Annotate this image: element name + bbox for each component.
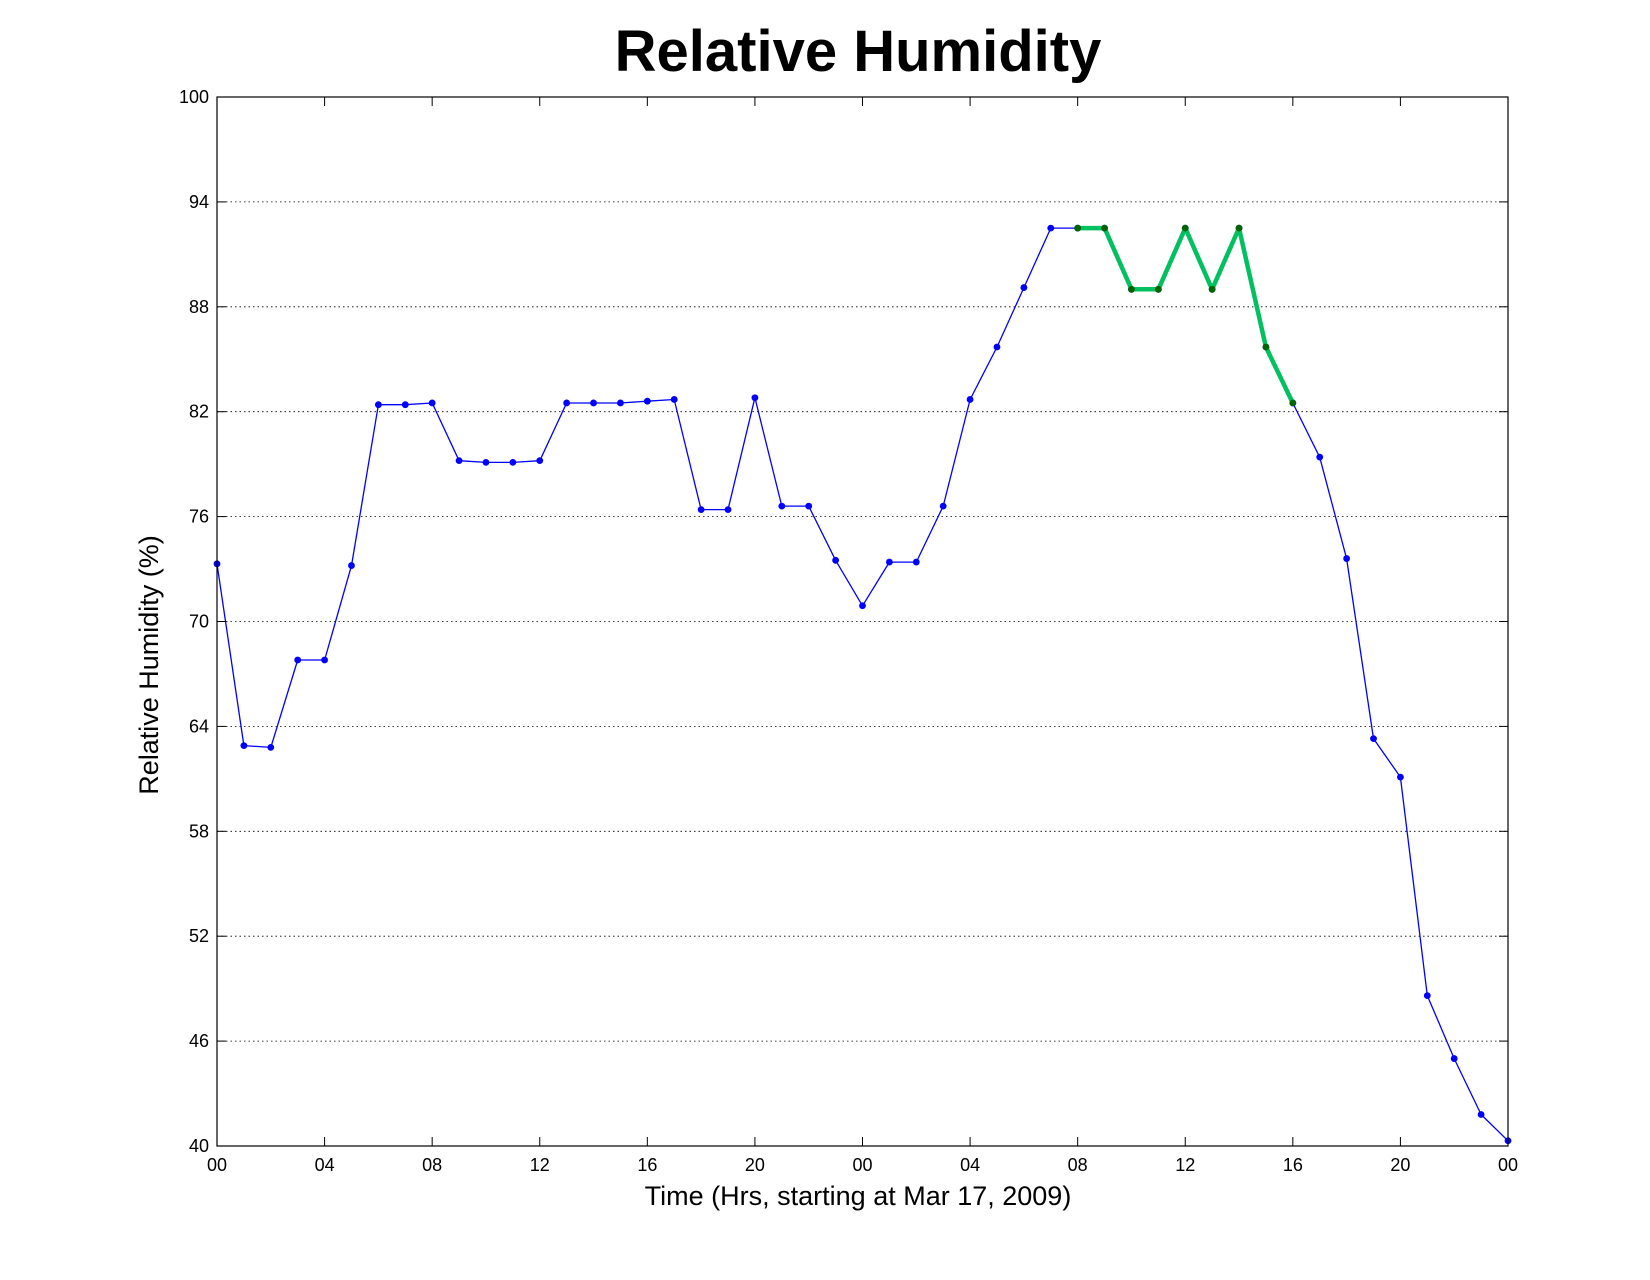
data-point [509,459,517,466]
x-tick-label: 16 [1283,1155,1303,1175]
series-layer [213,224,1512,1145]
x-tick-label: 16 [637,1155,657,1175]
axis-ticks [216,96,1509,1147]
x-tick-label: 08 [1068,1155,1088,1175]
data-point [1423,992,1431,1000]
data-point [401,401,409,409]
data-point [536,457,544,465]
x-tick-label: 00 [852,1155,872,1175]
data-point [1128,285,1135,293]
data-point [1262,343,1270,351]
data-point [643,397,651,405]
data-point [617,399,624,407]
data-point [1154,285,1162,293]
y-tick-label: 88 [189,297,209,317]
data-point [348,562,355,569]
y-tick-label: 46 [189,1031,209,1051]
data-point [670,396,678,403]
data-point [321,656,328,664]
x-tick-label: 00 [1498,1155,1518,1175]
data-point [1047,224,1055,232]
x-tick-label: 12 [530,1155,550,1175]
data-point [455,457,463,465]
y-tick-label: 82 [189,402,209,422]
x-tick-label: 20 [1390,1155,1410,1175]
y-tick-labels: 40 46 52 58 64 70 76 82 88 94 100 [179,87,209,1156]
x-tick-label: 08 [422,1155,442,1175]
data-point [939,502,947,510]
y-tick-label: 76 [189,507,209,527]
y-tick-label: 94 [189,192,209,212]
data-point [778,502,786,510]
data-point [697,506,705,514]
x-tick-label: 12 [1175,1155,1195,1175]
y-tick-label: 58 [189,821,209,841]
data-point [1181,224,1189,232]
data-point [240,742,248,750]
data-point [563,399,571,407]
data-point [993,343,1001,351]
y-tick-label: 70 [189,612,209,632]
data-point [832,556,840,564]
data-point [724,506,732,514]
data-point [1397,773,1404,781]
data-point [966,396,974,403]
data-point [859,602,866,610]
data-point [1101,224,1108,232]
data-point [805,502,813,510]
data-point [1477,1111,1485,1118]
x-axis-label: Time (Hrs, starting at Mar 17, 2009) [645,1181,1072,1211]
data-point [294,656,302,664]
data-point [1370,735,1377,743]
data-point [374,401,382,409]
data-point [482,459,490,466]
data-point [912,558,920,566]
data-point [1343,555,1351,562]
x-tick-label: 04 [960,1155,980,1175]
data-point [751,394,759,402]
y-tick-label: 52 [189,926,209,946]
x-tick-label: 00 [207,1155,227,1175]
y-tick-label: 100 [179,87,209,107]
data-point [428,399,436,407]
chart-title: Relative Humidity [615,19,1102,84]
data-point [1074,224,1082,232]
data-point [1235,224,1243,232]
y-tick-label: 40 [189,1136,209,1156]
data-point [590,399,597,407]
y-axis-label: Relative Humidity (%) [134,535,164,795]
data-point [885,558,893,566]
data-point [1208,285,1216,293]
grid-lines [217,201,1508,1042]
x-tick-label: 04 [315,1155,335,1175]
data-point [1020,284,1028,291]
y-tick-label: 64 [189,716,209,736]
data-point [267,743,275,751]
data-point [1450,1055,1458,1062]
x-tick-labels: 00 04 08 12 16 20 00 04 08 12 16 20 00 [207,1155,1518,1175]
data-point [1316,453,1324,461]
data-point [1289,399,1297,407]
x-tick-label: 20 [745,1155,765,1175]
